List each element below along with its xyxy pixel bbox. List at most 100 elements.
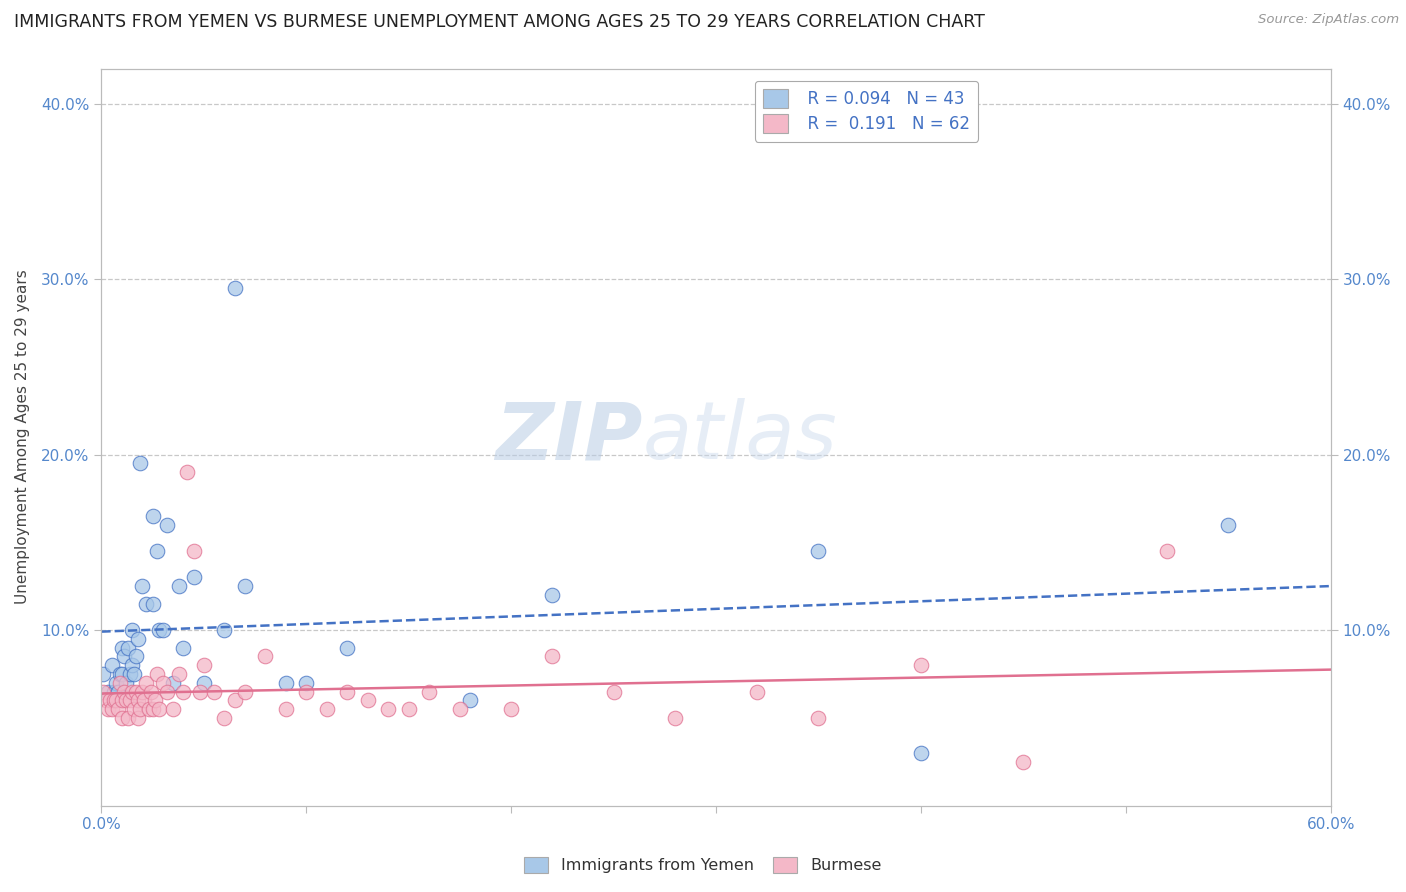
Point — [148, 702, 170, 716]
Point — [224, 693, 246, 707]
Point — [148, 623, 170, 637]
Point — [274, 702, 297, 716]
Point — [143, 693, 166, 707]
Point — [100, 658, 122, 673]
Text: ZIP: ZIP — [495, 398, 643, 476]
Text: atlas: atlas — [643, 398, 837, 476]
Point — [1156, 544, 1178, 558]
Point — [807, 711, 830, 725]
Point — [602, 684, 624, 698]
Point — [172, 684, 194, 698]
Point — [156, 517, 179, 532]
Point — [449, 702, 471, 716]
Point — [152, 675, 174, 690]
Point — [93, 684, 115, 698]
Point — [108, 667, 131, 681]
Point — [112, 649, 135, 664]
Point — [120, 693, 142, 707]
Point — [125, 649, 148, 664]
Point — [176, 465, 198, 479]
Point — [111, 667, 134, 681]
Point — [121, 658, 143, 673]
Point — [111, 693, 134, 707]
Point — [142, 509, 165, 524]
Point — [233, 684, 256, 698]
Point — [111, 711, 134, 725]
Point — [193, 675, 215, 690]
Point — [357, 693, 380, 707]
Point — [97, 702, 120, 716]
Point — [377, 702, 399, 716]
Point — [183, 570, 205, 584]
Point — [541, 649, 564, 664]
Point — [142, 702, 165, 716]
Point — [156, 684, 179, 698]
Point — [1012, 755, 1035, 769]
Y-axis label: Unemployment Among Ages 25 to 29 years: Unemployment Among Ages 25 to 29 years — [15, 269, 30, 605]
Point — [104, 693, 127, 707]
Point — [120, 667, 142, 681]
Point — [129, 702, 152, 716]
Point — [214, 711, 236, 725]
Point — [129, 456, 152, 470]
Point — [131, 684, 153, 698]
Point — [122, 667, 145, 681]
Point — [100, 702, 122, 716]
Point — [418, 684, 440, 698]
Text: IMMIGRANTS FROM YEMEN VS BURMESE UNEMPLOYMENT AMONG AGES 25 TO 29 YEARS CORRELAT: IMMIGRANTS FROM YEMEN VS BURMESE UNEMPLO… — [14, 13, 986, 31]
Point — [139, 684, 162, 698]
Point — [336, 684, 359, 698]
Point — [117, 640, 139, 655]
Point — [103, 693, 125, 707]
Point — [295, 675, 318, 690]
Point — [162, 702, 184, 716]
Point — [169, 579, 191, 593]
Point — [398, 702, 420, 716]
Point — [214, 623, 236, 637]
Point — [98, 693, 121, 707]
Point — [142, 597, 165, 611]
Point — [224, 281, 246, 295]
Point — [121, 623, 143, 637]
Point — [664, 711, 686, 725]
Point — [117, 711, 139, 725]
Point — [134, 693, 156, 707]
Point — [807, 544, 830, 558]
Point — [127, 632, 149, 646]
Point — [107, 684, 129, 698]
Point — [135, 675, 157, 690]
Point — [1218, 517, 1240, 532]
Point — [131, 579, 153, 593]
Point — [202, 684, 225, 698]
Point — [188, 684, 211, 698]
Legend:   R = 0.094   N = 43,   R =  0.191   N = 62: R = 0.094 N = 43, R = 0.191 N = 62 — [755, 80, 979, 142]
Point — [112, 684, 135, 698]
Point — [541, 588, 564, 602]
Text: Source: ZipAtlas.com: Source: ZipAtlas.com — [1258, 13, 1399, 27]
Point — [910, 658, 932, 673]
Point — [458, 693, 481, 707]
Point — [115, 675, 138, 690]
Point — [104, 675, 127, 690]
Point — [107, 702, 129, 716]
Point — [108, 675, 131, 690]
Legend: Immigrants from Yemen, Burmese: Immigrants from Yemen, Burmese — [517, 850, 889, 880]
Point — [145, 544, 167, 558]
Point — [315, 702, 337, 716]
Point — [111, 640, 134, 655]
Point — [254, 649, 277, 664]
Point — [233, 579, 256, 593]
Point — [97, 684, 120, 698]
Point — [103, 684, 125, 698]
Point — [127, 711, 149, 725]
Point — [122, 702, 145, 716]
Point — [121, 684, 143, 698]
Point — [125, 684, 148, 698]
Point — [336, 640, 359, 655]
Point — [115, 693, 138, 707]
Point — [94, 693, 117, 707]
Point — [910, 746, 932, 760]
Point — [193, 658, 215, 673]
Point — [127, 693, 149, 707]
Point — [745, 684, 768, 698]
